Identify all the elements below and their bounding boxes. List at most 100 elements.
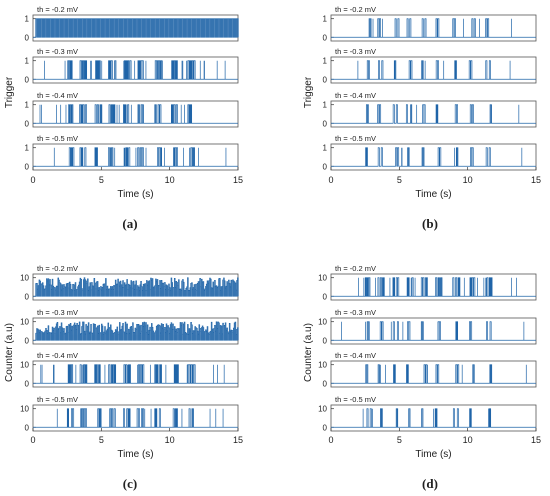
y-tick-label: 0	[323, 336, 328, 345]
y-tick-label: 0	[323, 423, 328, 432]
subplot-title: th = -0.3 mV	[335, 47, 376, 56]
axes-frame	[330, 100, 537, 128]
panel-caption: (d)	[422, 476, 438, 491]
y-tick-label: 0	[323, 33, 328, 42]
subplot-title: th = -0.2 mV	[335, 264, 376, 273]
x-tick-label: 15	[531, 175, 541, 185]
y-tick-label: 10	[20, 405, 29, 414]
x-tick-label: 15	[233, 435, 243, 445]
x-tick-label: 0	[328, 175, 333, 185]
y-tick-label: 10	[318, 405, 327, 414]
x-tick-label: 10	[165, 435, 175, 445]
subplot-title: th = -0.3 mV	[37, 47, 78, 56]
subplot-title: th = -0.5 mV	[37, 134, 78, 143]
subplot-title: th = -0.2 mV	[37, 5, 78, 14]
x-axis-label: Time (s)	[117, 189, 153, 200]
y-tick-label: 10	[318, 361, 327, 370]
x-tick-label: 15	[531, 435, 541, 445]
subplot-title: th = -0.5 mV	[335, 134, 376, 143]
x-axis-label: Time (s)	[117, 449, 153, 460]
y-tick-label: 0	[323, 119, 328, 128]
x-axis-label: Time (s)	[415, 189, 451, 200]
signal-trace	[331, 364, 536, 384]
signal-trace	[331, 147, 536, 167]
y-tick-label: 0	[323, 379, 328, 388]
axes-frame	[32, 56, 239, 84]
y-tick-label: 1	[25, 101, 30, 110]
subplot-c-1: th = -0.2 mV 0 10	[20, 264, 239, 301]
x-tick-label: 5	[99, 175, 104, 185]
x-axis-label: Time (s)	[415, 449, 451, 460]
subplot-title: th = -0.3 mV	[37, 308, 78, 317]
axes-frame	[32, 100, 239, 128]
axes-frame	[32, 360, 239, 388]
y-tick-label: 0	[323, 292, 328, 301]
subplot-a-3: th = -0.4 mV 0 1	[25, 91, 239, 128]
axes-frame	[330, 14, 537, 42]
subplot-c-3: th = -0.4 mV 0 10	[20, 351, 239, 388]
x-tick-label: 5	[397, 435, 402, 445]
subplot-d-3: th = -0.4 mV 0 10	[318, 351, 537, 388]
y-tick-label: 10	[318, 318, 327, 327]
signal-trace	[33, 321, 239, 341]
signal-trace	[33, 364, 238, 384]
y-tick-label: 0	[25, 379, 30, 388]
panel-caption: (c)	[123, 476, 137, 491]
axes-frame	[330, 360, 537, 388]
signal-trace	[33, 408, 238, 428]
x-tick-label: 10	[165, 175, 175, 185]
x-tick-label: 15	[233, 175, 243, 185]
subplot-title: th = -0.4 mV	[37, 91, 78, 100]
y-tick-label: 1	[25, 15, 30, 24]
y-tick-label: 0	[25, 33, 30, 42]
y-axis-label: Counter (a.u)	[303, 323, 314, 382]
x-tick-label: 10	[463, 175, 473, 185]
y-tick-label: 0	[25, 336, 30, 345]
x-tick-label: 5	[397, 175, 402, 185]
axes-frame	[330, 317, 537, 345]
subplot-title: th = -0.4 mV	[335, 351, 376, 360]
y-tick-label: 1	[25, 144, 30, 153]
x-tick-label: 5	[99, 435, 104, 445]
subplot-b-4: th = -0.5 mV 0 1	[323, 134, 537, 171]
axes-frame	[330, 404, 537, 432]
signal-trace	[33, 277, 239, 297]
y-tick-label: 0	[323, 162, 328, 171]
axes-frame	[330, 143, 537, 171]
subplot-a-1: th = -0.2 mV 0 1	[25, 5, 239, 42]
axes-frame	[32, 404, 239, 432]
x-tick-label: 0	[328, 435, 333, 445]
subplot-b-1: th = -0.2 mV 0 1	[323, 5, 537, 42]
axes-frame	[330, 273, 537, 301]
y-axis-label: Counter (a.u)	[4, 323, 15, 382]
subplot-title: th = -0.3 mV	[335, 308, 376, 317]
y-axis-label: Trigger	[303, 76, 314, 108]
signal-trace	[331, 60, 536, 80]
signal-trace	[33, 147, 238, 167]
y-tick-label: 0	[323, 75, 328, 84]
subplot-title: th = -0.5 mV	[335, 395, 376, 404]
signal-trace	[33, 60, 238, 80]
subplot-a-2: th = -0.3 mV 0 1	[25, 47, 239, 84]
signal-trace	[331, 408, 536, 428]
subplot-d-4: th = -0.5 mV 0 10	[318, 395, 537, 432]
subplot-b-2: th = -0.3 mV 0 1	[323, 47, 537, 84]
subplot-title: th = -0.4 mV	[335, 91, 376, 100]
y-tick-label: 10	[318, 274, 327, 283]
axes-frame	[330, 56, 537, 84]
y-tick-label: 10	[20, 274, 29, 283]
signal-trace	[331, 321, 536, 341]
y-tick-label: 0	[25, 75, 30, 84]
y-tick-label: 0	[25, 292, 30, 301]
panel-caption: (b)	[422, 216, 438, 231]
y-axis-label: Trigger	[4, 76, 15, 108]
signal-trace	[33, 18, 239, 38]
x-tick-label: 0	[30, 435, 35, 445]
subplot-d-1: th = -0.2 mV 0 10	[318, 264, 537, 301]
subplot-c-2: th = -0.3 mV 0 10	[20, 308, 239, 345]
signal-trace	[33, 104, 238, 124]
